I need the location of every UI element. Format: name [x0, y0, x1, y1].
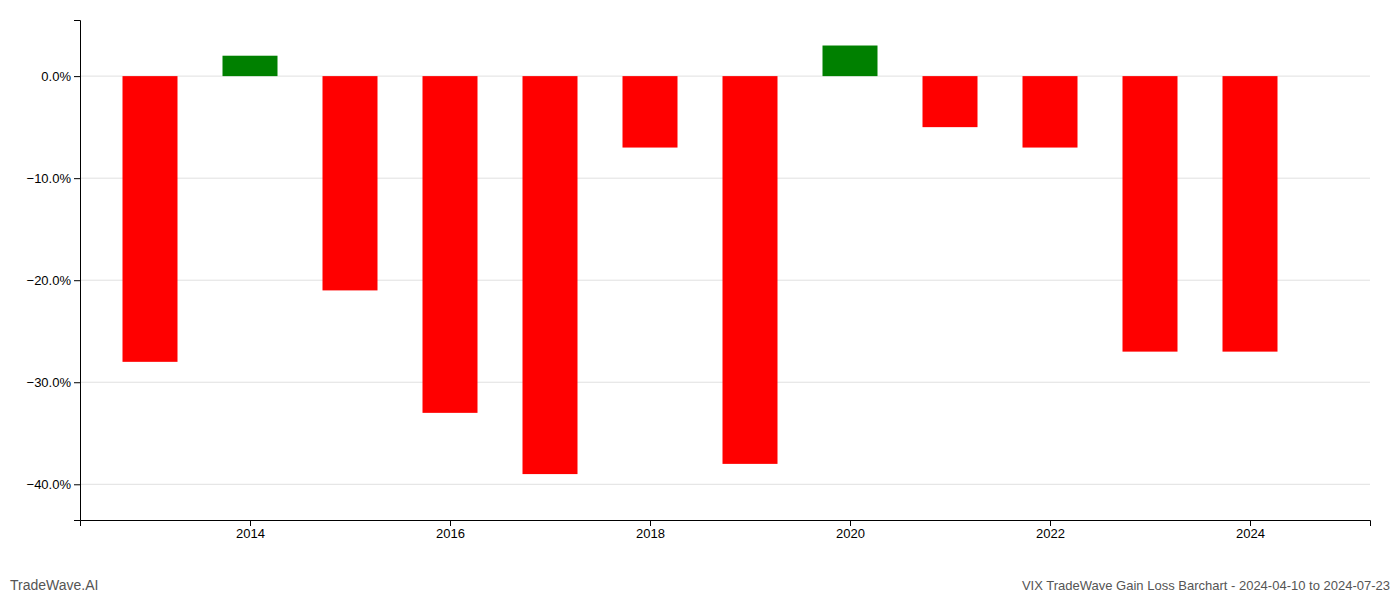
bar: [323, 76, 378, 290]
y-tick-mark: [74, 178, 80, 179]
y-tick-label: 0.0%: [41, 69, 71, 84]
x-tick-mark: [450, 520, 451, 526]
y-tick-mark: [74, 382, 80, 383]
bar: [623, 76, 678, 147]
y-tick: −30.0%: [27, 375, 80, 390]
y-axis: 0.0% −10.0% −20.0% −30.0% −40.0%: [27, 21, 81, 521]
bar: [1223, 76, 1278, 352]
x-tick-mark: [1250, 520, 1251, 526]
y-tick: −10.0%: [27, 171, 80, 186]
y-tick: −40.0%: [27, 477, 80, 492]
x-tick-label: 2018: [636, 526, 665, 541]
bar: [1123, 76, 1178, 352]
y-axis-line: [74, 21, 81, 521]
title: VIX TradeWave Gain Loss Barchart - 2024-…: [1022, 578, 1390, 593]
bar: [123, 76, 178, 362]
x-tick-label: 2020: [836, 526, 865, 541]
x-tick-mark: [1050, 520, 1051, 526]
bar: [423, 76, 478, 413]
bar: [223, 56, 278, 76]
y-tick-label: −40.0%: [27, 477, 72, 492]
y-tick-mark: [74, 280, 80, 281]
bar: [1023, 76, 1078, 147]
x-tick-label: 2022: [1036, 526, 1065, 541]
plot: 2014 2016 2018 2020 2022 2024 0.0% −10.0% −20.0%…: [27, 21, 1371, 542]
watermark: TradeWave.AI: [10, 577, 98, 593]
x-axis: 2014 2016 2018 2020 2022 2024: [81, 520, 1371, 541]
y-tick-label: −10.0%: [27, 171, 72, 186]
bars: [123, 46, 1278, 475]
y-tick: 0.0%: [41, 69, 80, 84]
bar: [823, 46, 878, 77]
grid-line: [80, 484, 1370, 485]
y-tick-label: −20.0%: [27, 273, 72, 288]
x-tick-label: 2024: [1236, 526, 1265, 541]
x-tick: 2016: [436, 520, 465, 541]
bar: [923, 76, 978, 127]
x-tick: 2024: [1236, 520, 1265, 541]
x-tick-mark: [650, 520, 651, 526]
x-tick: 2022: [1036, 520, 1065, 541]
x-tick: 2014: [236, 520, 265, 541]
x-tick: 2020: [836, 520, 865, 541]
bar: [723, 76, 778, 464]
x-tick-label: 2014: [236, 526, 265, 541]
x-tick-mark: [250, 520, 251, 526]
y-tick-label: −30.0%: [27, 375, 72, 390]
x-tick-label: 2016: [436, 526, 465, 541]
x-axis-line: [81, 521, 1371, 527]
y-tick: −20.0%: [27, 273, 80, 288]
y-tick-mark: [74, 484, 80, 485]
y-tick-mark: [74, 76, 80, 77]
x-tick-mark: [850, 520, 851, 526]
x-tick: 2018: [636, 520, 665, 541]
chart: 2014 2016 2018 2020 2022 2024 0.0% −10.0% −20.0%…: [0, 0, 1400, 600]
grid: [80, 76, 1370, 484]
bar: [523, 76, 578, 474]
